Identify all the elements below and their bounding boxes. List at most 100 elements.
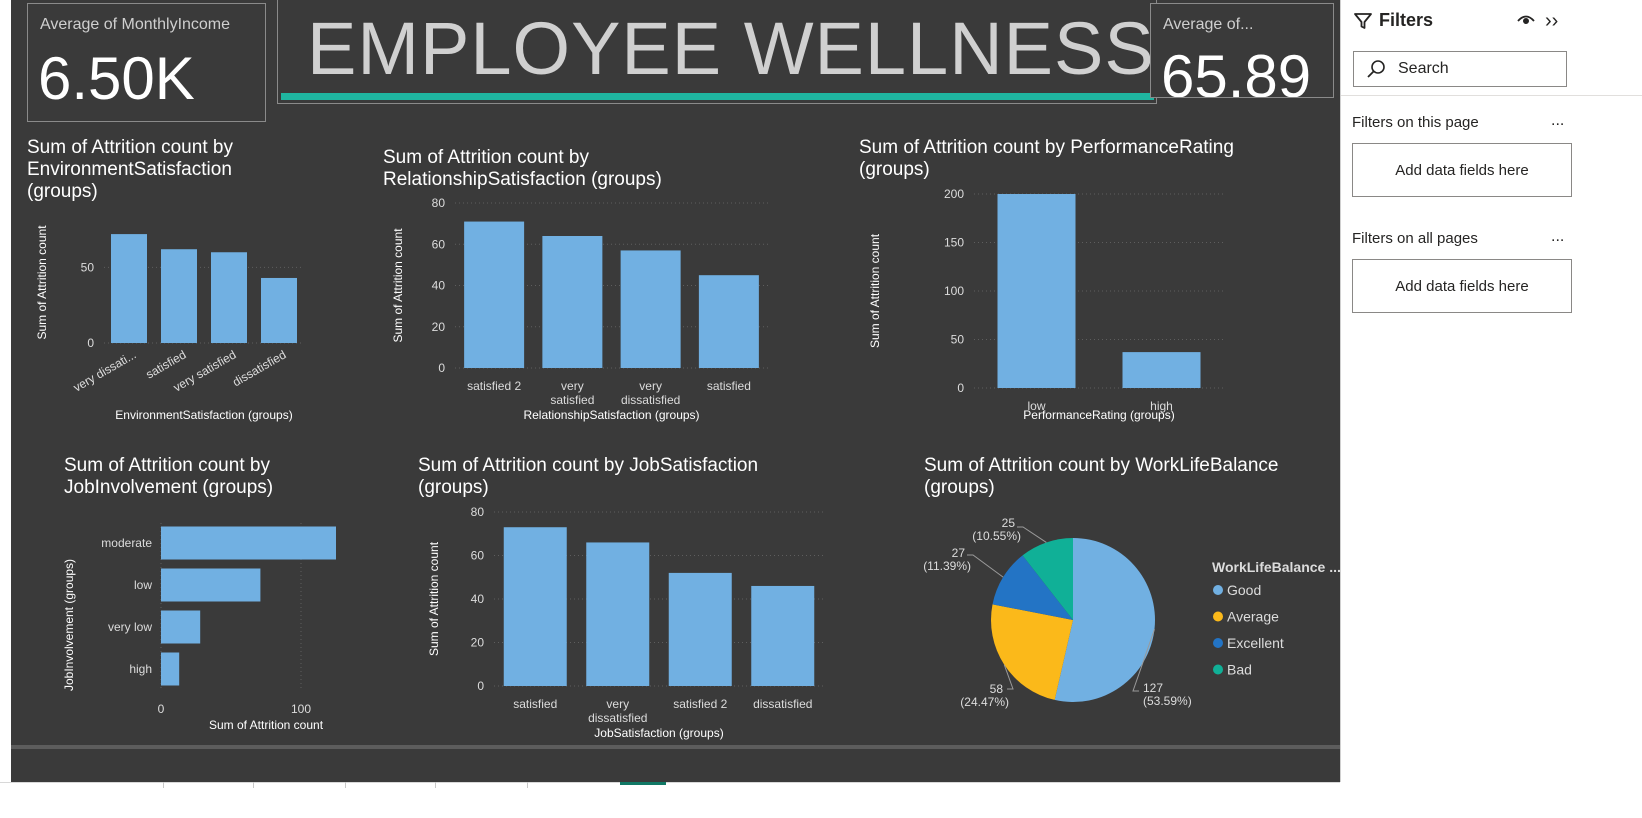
- legend-title: WorkLifeBalance ...: [1212, 559, 1341, 575]
- bar[interactable]: [161, 526, 336, 560]
- tab-separator: [527, 782, 528, 788]
- x-tick-label: low: [1027, 399, 1045, 413]
- bar[interactable]: [698, 275, 759, 368]
- x-axis-label: EnvironmentSatisfaction (groups): [115, 408, 292, 422]
- pie-leader-line: [1003, 664, 1014, 690]
- y-axis-label: Sum of Attrition count: [391, 228, 405, 343]
- bar[interactable]: [211, 252, 247, 343]
- bar[interactable]: [620, 250, 681, 368]
- x-tick-label: high: [1150, 399, 1173, 413]
- x-tick-label: very satisfied: [550, 379, 594, 407]
- pie-slice[interactable]: [992, 555, 1073, 620]
- bar[interactable]: [668, 572, 732, 686]
- legend-entry: Excellent: [1227, 635, 1284, 651]
- y-tick-label: 20: [471, 636, 485, 650]
- pie-leader-line: [967, 554, 1004, 578]
- y-tick-label: 20: [432, 320, 446, 334]
- collapse-pane-icon[interactable]: ››: [1545, 10, 1559, 32]
- pie-slice[interactable]: [1022, 538, 1073, 620]
- y-axis-label: Sum of Attrition count: [868, 233, 882, 348]
- pie-data-percent: (53.59%): [1143, 694, 1192, 708]
- y-axis-label: JobInvolvement (groups): [62, 559, 76, 691]
- filters-on-page-drop-well[interactable]: Add data fields here: [1352, 143, 1572, 197]
- kpi-card-monthly-income[interactable]: Average of MonthlyIncome 6.50K: [27, 3, 266, 122]
- bar[interactable]: [161, 568, 261, 602]
- x-axis-label: Sum of Attrition count: [209, 718, 324, 732]
- more-options-icon[interactable]: ...: [1551, 228, 1565, 245]
- x-tick-label: 0: [158, 702, 165, 716]
- filters-search-box[interactable]: Search: [1353, 51, 1567, 87]
- y-tick-label: 0: [477, 679, 484, 693]
- active-page-tab-indicator[interactable]: [620, 782, 666, 785]
- banner-underline: [281, 93, 1154, 100]
- chart-title-jobsat: Sum of Attrition count by JobSatisfactio…: [418, 455, 759, 498]
- y-tick-label: low: [134, 578, 152, 592]
- legend-marker: [1213, 611, 1223, 622]
- chart-title-wlb: Sum of Attrition count by WorkLifeBalanc…: [924, 455, 1279, 498]
- pie-slice[interactable]: [1054, 538, 1155, 702]
- bar[interactable]: [161, 610, 201, 644]
- x-tick-label: very dissati...: [71, 347, 139, 394]
- x-tick-label: 100: [291, 702, 311, 716]
- filters-pane: Filters ›› Search Filters on this page .…: [1340, 0, 1642, 782]
- pie-data-label: 25: [1002, 516, 1016, 530]
- kpi-label: Average of MonthlyIncome: [40, 16, 231, 33]
- pie-data-label: 127: [1143, 681, 1163, 695]
- y-tick-label: 80: [471, 505, 485, 519]
- bar[interactable]: [111, 234, 147, 343]
- kpi-card-average[interactable]: Average of... 65.89: [1150, 3, 1334, 98]
- bar[interactable]: [1122, 352, 1201, 388]
- x-tick-label: satisfied 2: [467, 379, 521, 393]
- y-tick-label: 50: [81, 260, 95, 274]
- tab-separator: [435, 782, 436, 788]
- pie-leader-line: [1132, 629, 1155, 692]
- pie-slice[interactable]: [991, 604, 1073, 700]
- y-tick-label: 0: [438, 361, 445, 375]
- chart-relationship-satisfaction[interactable]: 0 20 40 60 80 satisfied 2 very satisfied very dis…: [371, 190, 771, 430]
- chart-title-env: Sum of Attrition count by EnvironmentSat…: [27, 137, 233, 202]
- filters-on-all-pages-drop-well[interactable]: Add data fields here: [1352, 259, 1572, 313]
- eye-icon[interactable]: [1517, 12, 1535, 26]
- kpi-label: Average of...: [1163, 16, 1254, 33]
- more-options-icon[interactable]: ...: [1551, 112, 1565, 129]
- bar[interactable]: [161, 249, 197, 343]
- y-tick-label: 60: [432, 237, 446, 251]
- filter-funnel-icon: [1354, 12, 1372, 29]
- left-gutter: [0, 0, 11, 782]
- y-tick-label: 0: [87, 336, 94, 350]
- search-icon: [1367, 60, 1385, 78]
- x-tick-label: dissatisfied: [230, 347, 288, 389]
- chart-job-involvement[interactable]: 0 100 moderate low very low high Sum of Attrit…: [51, 515, 361, 745]
- y-tick-label: 60: [471, 549, 485, 563]
- bar[interactable]: [503, 527, 567, 686]
- y-tick-label: high: [129, 662, 152, 676]
- bar[interactable]: [464, 221, 525, 368]
- y-tick-label: 40: [471, 592, 485, 606]
- bar[interactable]: [261, 277, 297, 343]
- x-tick-label: satisfied: [513, 697, 557, 711]
- chart-job-satisfaction[interactable]: 0 20 40 60 80 satisfied very dissatisfied satisf…: [406, 500, 846, 745]
- bar[interactable]: [751, 585, 815, 686]
- page-tabs-strip: [0, 782, 1340, 818]
- horizontal-scrollbar[interactable]: [11, 745, 1340, 782]
- bar[interactable]: [586, 542, 650, 686]
- y-tick-label: 200: [944, 187, 964, 201]
- chart-worklife-balance[interactable]: 127(53.59%) 58(24.47%) 27(11.39%) 25(10.55%…: [911, 505, 1341, 740]
- y-tick-label: 100: [944, 284, 964, 298]
- bar[interactable]: [542, 236, 603, 368]
- pie-data-percent: (24.47%): [960, 695, 1009, 709]
- kpi-value: 65.89: [1161, 43, 1312, 98]
- divider: [1341, 95, 1642, 96]
- filters-on-page-label: Filters on this page: [1352, 114, 1479, 131]
- x-tick-label: dissatisfied: [753, 697, 812, 711]
- x-axis-label: RelationshipSatisfaction (groups): [523, 408, 699, 422]
- bar[interactable]: [161, 652, 180, 686]
- x-axis-label: PerformanceRating (groups): [1023, 408, 1174, 422]
- bar[interactable]: [997, 194, 1076, 388]
- legend-entry: Good: [1227, 582, 1261, 598]
- x-axis-label: JobSatisfaction (groups): [594, 726, 723, 740]
- y-tick-label: 50: [951, 333, 965, 347]
- pie-data-label: 27: [952, 546, 966, 560]
